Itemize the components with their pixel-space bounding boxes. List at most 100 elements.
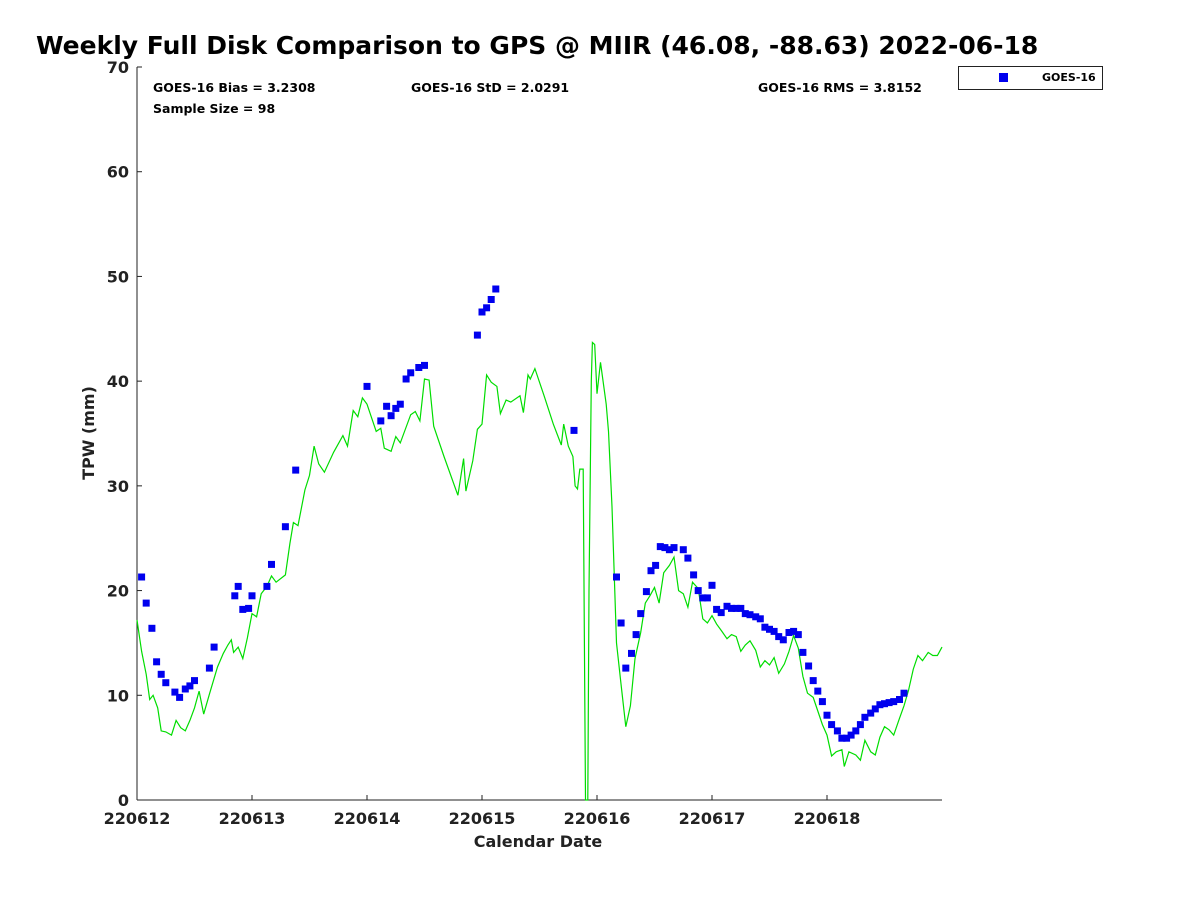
goes16-point [775, 633, 783, 641]
goes16-point [231, 592, 239, 600]
goes16-point [171, 688, 179, 696]
goes16-point [148, 624, 156, 632]
goes16-point [703, 594, 711, 602]
goes16-point [728, 604, 735, 612]
goes16-point [478, 308, 486, 316]
goes16-point [652, 561, 660, 569]
goes16-point [665, 546, 673, 554]
stat-std: GOES-16 StD = 2.0291 [411, 80, 569, 95]
goes16-point [377, 417, 385, 425]
goes16-point [761, 623, 769, 631]
goes16-point [268, 560, 275, 568]
goes16-point [867, 709, 875, 717]
goes16-point [647, 567, 655, 575]
y-tick-label: 10 [107, 686, 129, 705]
x-tick-label: 220612 [104, 809, 171, 828]
goes16-point [785, 629, 793, 636]
goes16-point [723, 602, 731, 610]
axes [136, 67, 942, 801]
goes16-point [186, 682, 194, 690]
goes16-point [699, 594, 707, 602]
goes16-point [632, 631, 640, 639]
goes16-point [799, 648, 807, 656]
goes16-point [415, 364, 423, 371]
goes16-point [570, 426, 578, 434]
goes16-point [809, 677, 817, 685]
goes16-point [181, 685, 189, 693]
goes16-point [684, 554, 692, 562]
goes16-point [713, 605, 721, 613]
goes16-point [871, 705, 879, 713]
goes16-point [205, 664, 213, 672]
goes16-point [162, 679, 170, 687]
goes16-point [823, 711, 831, 719]
goes16-point [473, 331, 481, 339]
goes16-point [690, 571, 698, 579]
y-tick-label: 70 [107, 58, 129, 77]
goes16-point [852, 727, 860, 735]
goes16-point [790, 627, 798, 635]
y-tick-label: 0 [118, 791, 129, 810]
goes16-point [737, 604, 745, 612]
stat-sample-size: Sample Size = 98 [153, 101, 275, 116]
goes16-point [856, 721, 864, 729]
goes16-point [138, 573, 146, 581]
goes16-point [732, 604, 740, 612]
goes16-point [613, 573, 620, 581]
x-tick-label: 220615 [449, 809, 516, 828]
goes16-point [239, 605, 247, 613]
goes16-point [756, 615, 764, 623]
goes16-point [843, 734, 851, 742]
goes16-point [890, 698, 898, 706]
goes16-point [818, 698, 826, 706]
goes16-point [402, 375, 410, 383]
goes16-point [492, 285, 500, 293]
goes16-point [157, 670, 165, 678]
goes16-point [248, 592, 256, 600]
series-goes16 [138, 285, 908, 742]
legend-entry-goes16: GOES-16 [1042, 71, 1096, 84]
goes16-point [752, 613, 760, 621]
stat-bias: GOES-16 Bias = 3.2308 [153, 80, 315, 95]
goes16-point [670, 544, 678, 552]
goes16-point [896, 696, 903, 703]
goes16-point [746, 611, 754, 619]
goes16-point [392, 404, 400, 412]
y-tick-label: 60 [107, 163, 129, 182]
goes16-point [779, 636, 787, 644]
x-tick-label: 220614 [334, 809, 401, 828]
y-tick-label: 30 [107, 477, 129, 496]
goes16-point [838, 734, 846, 742]
goes16-point [263, 582, 271, 590]
y-tick-label: 20 [107, 582, 129, 601]
x-tick-label: 220618 [794, 809, 861, 828]
legend: GOES-16 [958, 66, 1103, 90]
goes16-point [281, 523, 289, 531]
goes16-point [833, 727, 841, 735]
goes16-point [694, 587, 702, 595]
goes16-point [828, 721, 836, 729]
goes16-point [622, 664, 630, 672]
legend-box [958, 66, 1103, 90]
x-axis-label: Calendar Date [474, 832, 603, 851]
goes16-point [142, 599, 150, 607]
goes16-point [483, 304, 491, 312]
goes16-point [741, 610, 749, 618]
goes16-point [487, 296, 495, 303]
goes16-point [421, 361, 428, 369]
goes16-point [210, 643, 218, 651]
goes16-point [407, 369, 415, 377]
goes16-point [708, 581, 716, 589]
goes16-point [637, 610, 645, 618]
goes16-point [383, 402, 391, 410]
legend-marker-square [999, 73, 1008, 82]
goes16-point [885, 699, 893, 707]
goes16-point [617, 619, 625, 627]
goes16-point [679, 546, 687, 554]
goes16-point [794, 631, 802, 639]
goes16-point [642, 588, 650, 596]
goes16-point [900, 689, 908, 697]
goes16-point [805, 662, 813, 670]
x-tick-label: 220613 [219, 809, 286, 828]
